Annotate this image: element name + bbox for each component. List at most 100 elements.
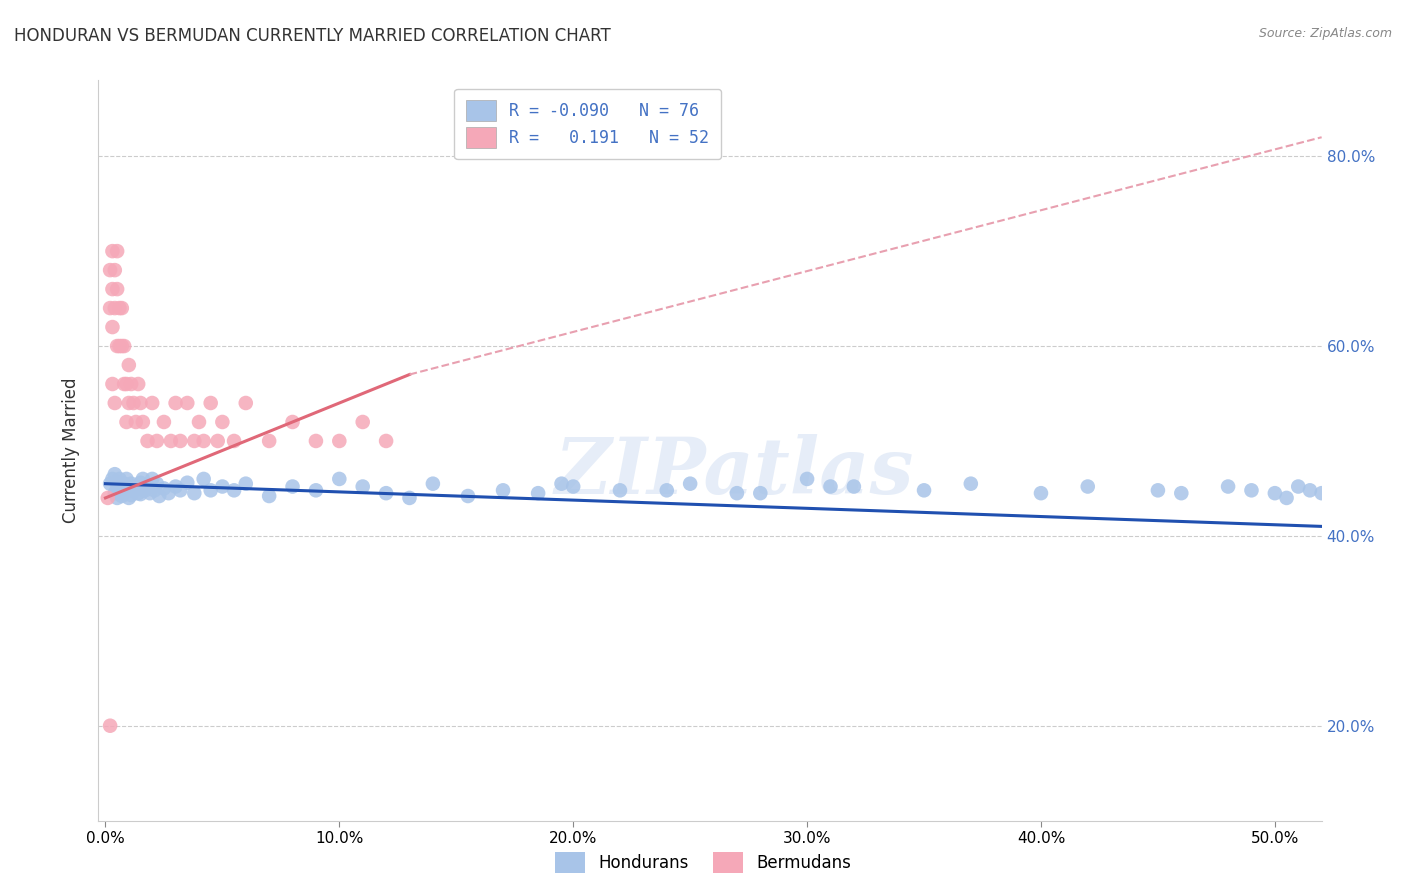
Point xyxy=(305,434,328,448)
Point xyxy=(200,483,222,498)
Point xyxy=(118,396,141,410)
Point xyxy=(146,476,169,491)
Point xyxy=(104,301,127,315)
Point xyxy=(108,483,131,498)
Point xyxy=(105,482,128,496)
Point xyxy=(143,483,166,498)
Point xyxy=(105,491,128,505)
Point xyxy=(136,479,159,493)
Point xyxy=(115,377,138,392)
Point xyxy=(122,483,145,498)
Point xyxy=(188,415,211,429)
Point xyxy=(749,486,772,500)
Point xyxy=(200,396,222,410)
Point xyxy=(352,479,374,493)
Point xyxy=(98,719,121,733)
Point xyxy=(305,483,328,498)
Point xyxy=(112,486,135,500)
Point xyxy=(1170,486,1192,500)
Point xyxy=(842,479,865,493)
Point xyxy=(398,491,420,505)
Point xyxy=(160,434,183,448)
Point xyxy=(609,483,631,498)
Point xyxy=(1264,486,1286,500)
Point xyxy=(176,396,198,410)
Point xyxy=(104,486,127,500)
Point xyxy=(169,483,191,498)
Point xyxy=(127,486,149,500)
Point xyxy=(98,263,121,277)
Point xyxy=(127,377,149,392)
Point xyxy=(153,415,176,429)
Point xyxy=(141,472,163,486)
Point xyxy=(111,489,134,503)
Point xyxy=(101,377,124,392)
Point xyxy=(98,301,121,315)
Point xyxy=(97,491,120,505)
Y-axis label: Currently Married: Currently Married xyxy=(62,377,80,524)
Point xyxy=(122,396,145,410)
Point xyxy=(125,415,148,429)
Point xyxy=(352,415,374,429)
Point xyxy=(562,479,585,493)
Point xyxy=(115,483,138,498)
Point xyxy=(105,282,128,296)
Point xyxy=(105,339,128,353)
Point xyxy=(115,415,138,429)
Legend: Hondurans, Bermudans: Hondurans, Bermudans xyxy=(548,846,858,880)
Point xyxy=(1077,479,1099,493)
Point xyxy=(108,472,131,486)
Point xyxy=(169,434,191,448)
Point xyxy=(120,377,142,392)
Point xyxy=(1286,479,1309,493)
Point xyxy=(153,482,176,496)
Text: Source: ZipAtlas.com: Source: ZipAtlas.com xyxy=(1258,27,1392,40)
Point xyxy=(112,476,135,491)
Point xyxy=(1029,486,1052,500)
Point xyxy=(679,476,702,491)
Point xyxy=(211,479,233,493)
Point xyxy=(375,434,398,448)
Point xyxy=(104,467,127,482)
Point xyxy=(112,339,135,353)
Point xyxy=(157,486,180,500)
Point xyxy=(375,486,398,500)
Point xyxy=(959,476,981,491)
Point xyxy=(235,476,257,491)
Point xyxy=(328,434,350,448)
Point xyxy=(176,475,198,490)
Point xyxy=(101,472,124,486)
Point xyxy=(1275,491,1298,505)
Point xyxy=(193,434,215,448)
Point xyxy=(207,434,229,448)
Point xyxy=(235,396,257,410)
Point xyxy=(820,479,842,493)
Point xyxy=(132,415,155,429)
Point xyxy=(422,476,444,491)
Point xyxy=(281,479,304,493)
Point xyxy=(1299,483,1322,498)
Point xyxy=(132,472,155,486)
Point xyxy=(1240,483,1263,498)
Point xyxy=(111,339,134,353)
Point xyxy=(257,489,280,503)
Point xyxy=(492,483,515,498)
Point xyxy=(527,486,550,500)
Point xyxy=(257,434,280,448)
Point xyxy=(550,476,572,491)
Text: HONDURAN VS BERMUDAN CURRENTLY MARRIED CORRELATION CHART: HONDURAN VS BERMUDAN CURRENTLY MARRIED C… xyxy=(14,27,610,45)
Point xyxy=(101,244,124,259)
Point xyxy=(108,339,131,353)
Point xyxy=(101,320,124,334)
Point xyxy=(139,486,162,500)
Point xyxy=(120,488,142,502)
Point xyxy=(1147,483,1170,498)
Point xyxy=(141,396,163,410)
Point xyxy=(108,301,131,315)
Point xyxy=(148,489,170,503)
Point xyxy=(796,472,818,486)
Point xyxy=(104,396,127,410)
Point xyxy=(134,483,156,498)
Point xyxy=(136,434,159,448)
Point xyxy=(118,482,141,496)
